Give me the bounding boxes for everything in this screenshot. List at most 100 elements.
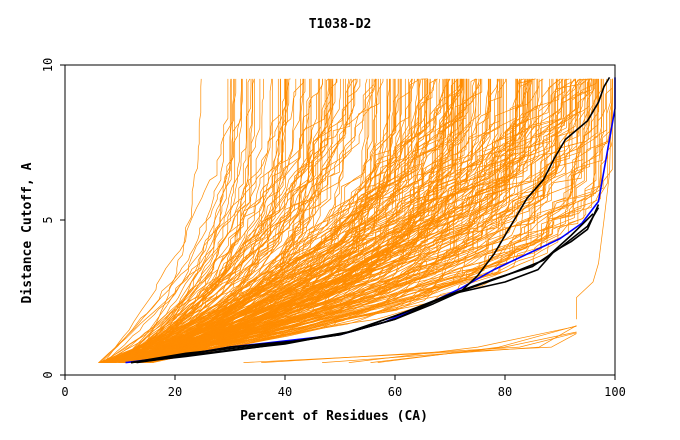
model-curve bbox=[109, 78, 323, 363]
model-curve bbox=[145, 78, 612, 363]
model-curve bbox=[124, 78, 286, 363]
model-curve bbox=[146, 78, 441, 363]
chart-title: T1038-D2 bbox=[309, 17, 372, 32]
model-curve bbox=[111, 78, 457, 363]
model-curve bbox=[150, 78, 351, 363]
model-curve bbox=[149, 78, 413, 363]
model-curve bbox=[130, 78, 252, 363]
model-curve bbox=[126, 78, 418, 363]
model-curve bbox=[152, 78, 409, 363]
model-curve bbox=[100, 78, 290, 363]
model-curve bbox=[243, 333, 577, 363]
model-curve bbox=[111, 78, 594, 363]
model-curve bbox=[104, 78, 281, 363]
model-curve bbox=[124, 78, 378, 363]
model-curve bbox=[110, 78, 287, 363]
model-curve bbox=[138, 78, 522, 363]
model-curve bbox=[103, 78, 237, 363]
model-curve bbox=[115, 78, 597, 363]
x-axis-title: Percent of Residues (CA) bbox=[240, 409, 428, 424]
model-curve bbox=[145, 78, 306, 363]
model-curve bbox=[113, 78, 355, 363]
x-tick-label: 100 bbox=[604, 385, 626, 399]
x-axis: 0 20 40 60 80 100 bbox=[61, 375, 626, 399]
model-curve bbox=[145, 78, 576, 363]
model-curve bbox=[576, 80, 613, 320]
highlight-curve bbox=[130, 207, 600, 364]
model-curve bbox=[120, 78, 357, 363]
x-tick-label: 20 bbox=[168, 385, 182, 399]
model-curve bbox=[100, 78, 248, 363]
model-curve bbox=[152, 78, 465, 363]
model-curve bbox=[106, 78, 586, 363]
model-curve bbox=[150, 78, 281, 363]
model-curve bbox=[123, 78, 480, 363]
model-curve bbox=[104, 78, 412, 363]
y-tick-label: 5 bbox=[41, 216, 55, 223]
model-curve bbox=[122, 78, 234, 363]
model-curve bbox=[113, 78, 390, 363]
model-curve bbox=[117, 78, 553, 363]
model-curve bbox=[106, 78, 575, 363]
model-curve bbox=[370, 331, 577, 363]
model-curve bbox=[152, 78, 480, 363]
model-curve bbox=[133, 78, 599, 363]
model-curve bbox=[138, 78, 319, 363]
model-curve bbox=[107, 78, 463, 363]
model-curve bbox=[137, 78, 533, 363]
model-curve bbox=[122, 78, 304, 363]
model-curve bbox=[103, 78, 463, 363]
model-curve bbox=[115, 78, 232, 363]
model-curve bbox=[348, 325, 577, 363]
model-curve bbox=[129, 78, 449, 363]
model-curve bbox=[124, 78, 554, 363]
model-curve bbox=[98, 78, 461, 363]
model-curve bbox=[118, 78, 413, 363]
model-curve bbox=[109, 78, 503, 363]
x-tick-label: 60 bbox=[388, 385, 402, 399]
model-curve bbox=[114, 78, 236, 363]
model-curve bbox=[152, 78, 394, 363]
model-curve bbox=[118, 78, 330, 363]
x-tick-label: 0 bbox=[61, 385, 68, 399]
model-curve bbox=[322, 325, 577, 363]
model-curve bbox=[137, 78, 285, 363]
model-curve bbox=[149, 78, 540, 363]
model-curve bbox=[99, 78, 420, 363]
x-tick-label: 80 bbox=[498, 385, 512, 399]
model-curve bbox=[140, 78, 590, 363]
model-curve bbox=[103, 78, 561, 363]
model-curve bbox=[377, 325, 577, 363]
model-curve bbox=[138, 78, 520, 363]
model-curve bbox=[133, 78, 613, 363]
y-axis: 0 5 10 bbox=[41, 58, 65, 379]
model-curve bbox=[116, 78, 261, 363]
x-tick-label: 40 bbox=[278, 385, 292, 399]
model-curve bbox=[110, 78, 344, 363]
model-curve bbox=[134, 78, 469, 363]
y-tick-label: 0 bbox=[41, 371, 55, 378]
model-curve bbox=[148, 78, 499, 363]
model-curve bbox=[127, 78, 326, 363]
model-curve bbox=[119, 78, 229, 363]
model-curve bbox=[123, 78, 255, 363]
model-curve bbox=[119, 78, 341, 363]
model-curve bbox=[141, 78, 242, 363]
model-curve bbox=[123, 78, 531, 363]
series-layer bbox=[98, 76, 616, 364]
model-curve bbox=[134, 78, 202, 363]
model-curve bbox=[121, 78, 415, 363]
model-curve bbox=[130, 78, 312, 363]
model-curve bbox=[113, 78, 388, 363]
model-curve bbox=[149, 78, 602, 363]
model-curve bbox=[139, 78, 520, 363]
y-axis-title: Distance Cutoff, A bbox=[20, 162, 35, 303]
model-curve bbox=[144, 78, 517, 363]
model-curve bbox=[130, 78, 264, 363]
model-curve bbox=[123, 78, 375, 363]
model-curve bbox=[125, 78, 604, 363]
model-curve bbox=[109, 78, 476, 363]
model-curve bbox=[110, 78, 589, 363]
model-curve bbox=[118, 78, 401, 363]
